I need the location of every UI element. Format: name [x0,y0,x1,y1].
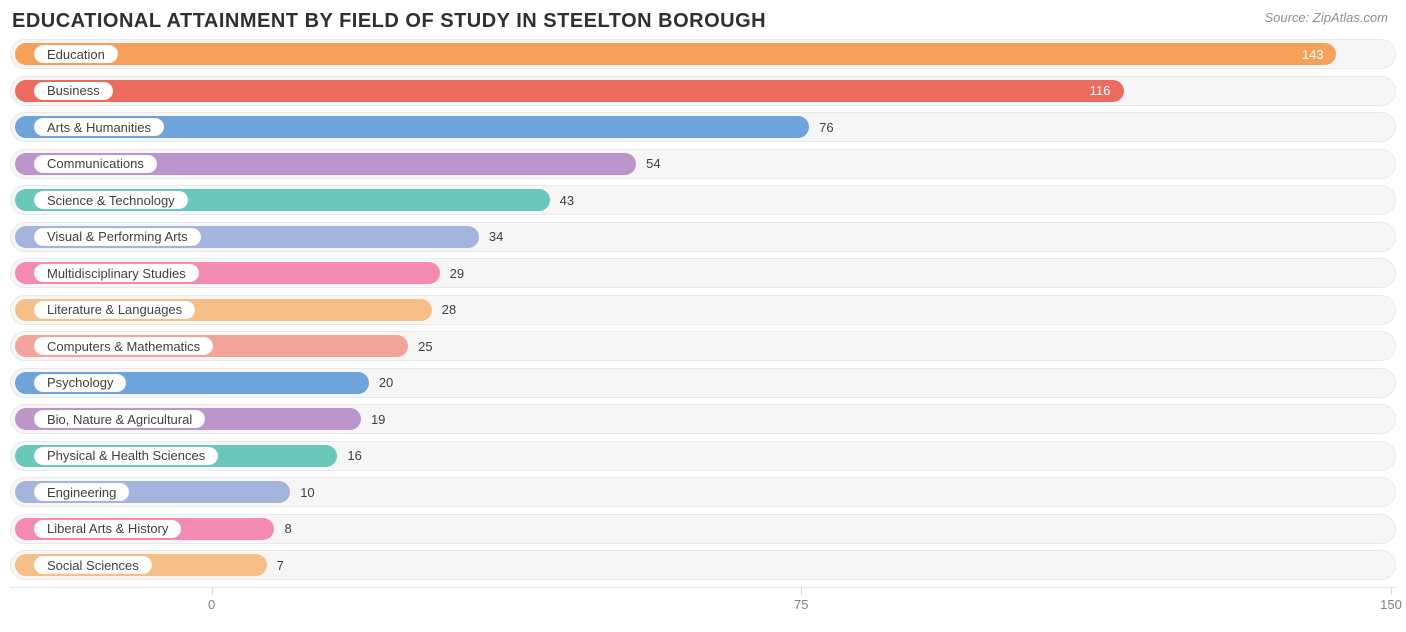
bar-value-label: 28 [442,295,456,325]
bar-category-label: Science & Technology [34,191,188,209]
axis-tick-label: 75 [794,597,808,612]
bar-row: Computers & Mathematics 25 [10,331,1396,361]
bar-category-label: Bio, Nature & Agricultural [34,410,205,428]
bar-row: Visual & Performing Arts 34 [10,222,1396,252]
x-axis: 075150 [10,587,1396,623]
bar-value-label: 8 [284,514,291,544]
bar-value-label: 19 [371,404,385,434]
bar-row: Arts & Humanities 76 [10,112,1396,142]
bar-category-label: Education [34,45,118,63]
bar-row: Literature & Languages 28 [10,295,1396,325]
bar-category-label: Physical & Health Sciences [34,447,218,465]
axis-tick [212,587,213,595]
bar-category-label: Multidisciplinary Studies [34,264,199,282]
bar-row: Business 116 [10,76,1396,106]
bar-category-label: Communications [34,155,157,173]
bar-value-label: 7 [277,550,284,580]
bar-value-label: 43 [560,185,574,215]
source-prefix: Source: [1264,10,1312,25]
bar-value-label: 116 [1090,76,1111,106]
bar-row: Multidisciplinary Studies 29 [10,258,1396,288]
axis-tick [801,587,802,595]
bar-category-label: Liberal Arts & History [34,520,181,538]
chart-title: EDUCATIONAL ATTAINMENT BY FIELD OF STUDY… [12,10,766,33]
bar-fill [15,43,1336,65]
chart-source: Source: ZipAtlas.com [1264,10,1388,25]
chart-header: EDUCATIONAL ATTAINMENT BY FIELD OF STUDY… [0,0,1406,39]
bar-value-label: 25 [418,331,432,361]
bar-value-label: 54 [646,149,660,179]
axis-tick-label: 150 [1380,597,1402,612]
bar-category-label: Engineering [34,483,129,501]
bar-value-label: 143 [1302,39,1324,69]
bar-value-label: 34 [489,222,503,252]
bar-category-label: Business [34,82,113,100]
bar-row: Engineering 10 [10,477,1396,507]
bar-category-label: Computers & Mathematics [34,337,213,355]
chart-plot-area: Education 143 Business 116 Arts & Humanities… [0,39,1406,580]
bar-row: Physical & Health Sciences 16 [10,441,1396,471]
bar-row: Bio, Nature & Agricultural 19 [10,404,1396,434]
axis-line [10,587,1396,588]
bar-value-label: 10 [300,477,314,507]
axis-tick [1391,587,1392,595]
bar-category-label: Visual & Performing Arts [34,228,201,246]
bar-row: Science & Technology 43 [10,185,1396,215]
bar-value-label: 16 [347,441,361,471]
bar-category-label: Literature & Languages [34,301,195,319]
bar-row: Psychology 20 [10,368,1396,398]
bar-row: Communications 54 [10,149,1396,179]
axis-tick-label: 0 [208,597,215,612]
bar-row: Liberal Arts & History 8 [10,514,1396,544]
bar-row: Social Sciences 7 [10,550,1396,580]
source-name: ZipAtlas.com [1313,10,1388,25]
bar-value-label: 20 [379,368,393,398]
bar-category-label: Social Sciences [34,556,152,574]
bar-value-label: 29 [450,258,464,288]
bar-fill [15,80,1124,102]
bar-row: Education 143 [10,39,1396,69]
bar-category-label: Arts & Humanities [34,118,164,136]
bar-category-label: Psychology [34,374,126,392]
bar-value-label: 76 [819,112,833,142]
